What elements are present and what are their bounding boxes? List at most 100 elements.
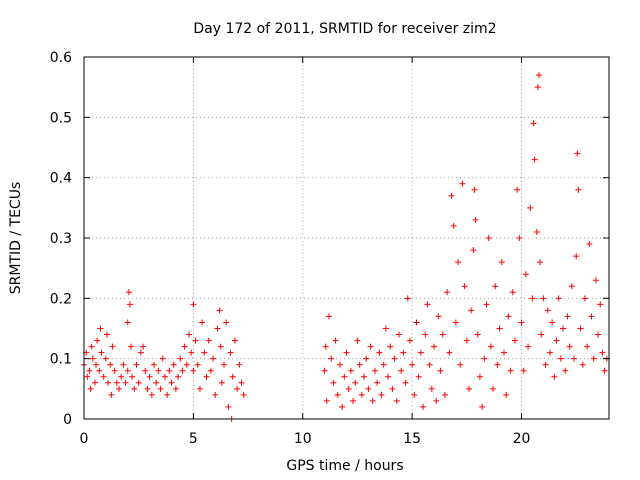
data-point [100,373,107,380]
data-point [190,367,197,374]
data-point [89,355,96,362]
data-point [88,343,95,350]
data-point [457,361,464,368]
data-point [341,373,348,380]
data-point [216,307,223,314]
data-point [133,361,140,368]
data-point [597,301,604,308]
data-point [210,355,217,362]
y-tick-label: 0.4 [50,171,72,187]
data-point [450,222,457,229]
data-point [566,343,573,350]
data-point [97,325,104,332]
data-point [363,355,370,362]
data-point [190,301,197,308]
data-point [471,186,478,193]
data-point [534,84,541,91]
data-point [536,72,542,79]
data-point [579,361,586,368]
grid [84,57,609,419]
data-point [103,331,110,338]
data-point [398,367,405,374]
data-point [485,235,492,241]
data-point [389,385,396,392]
data-point [350,397,357,404]
data-point [444,289,451,296]
data-point [345,385,352,392]
x-tick-labels: 0 5 10 15 20 [80,431,531,447]
data-point [520,367,527,374]
data-point [108,391,115,398]
data-point [140,343,147,350]
data-point [476,373,483,380]
data-point [595,331,602,338]
y-tick-labels: 0 0.1 0.2 0.3 0.4 0.5 0.6 [50,50,72,428]
data-point [98,349,105,356]
data-point [240,391,247,398]
data-point [538,331,545,338]
data-point [439,331,446,338]
data-point [126,301,133,308]
data-point [347,367,354,374]
data-point [417,349,424,356]
data-point [118,373,125,380]
data-points [81,72,610,422]
data-point [511,337,518,344]
data-point [380,361,387,368]
data-point [501,349,507,356]
data-point [461,283,468,290]
x-tick-label: 15 [403,431,421,447]
data-point [466,385,472,392]
data-point [374,379,381,386]
data-point [223,319,230,326]
data-point [492,283,499,290]
data-point [387,343,394,350]
data-point [196,385,203,392]
data-point [122,379,129,386]
data-point [551,373,558,380]
data-point [111,367,118,374]
data-point [159,355,166,362]
data-point [420,403,427,410]
data-point [109,343,116,350]
data-point [522,271,529,278]
data-point [207,367,214,374]
data-point [361,373,367,380]
y-tick-label: 0.3 [50,231,72,247]
data-point [463,337,470,344]
data-point [234,385,241,392]
data-point [212,391,219,398]
data-point [201,349,208,356]
data-point [217,343,224,350]
data-point [137,349,144,356]
data-point [225,403,232,410]
data-point [203,373,210,380]
data-point [371,367,378,374]
data-point [509,289,516,296]
data-point [343,349,350,356]
data-point [229,373,236,380]
data-point [426,361,433,368]
data-point [367,343,374,350]
data-point [93,361,100,368]
y-tick-label: 0.6 [50,50,72,66]
data-point [205,337,212,344]
data-point [105,379,112,386]
data-point [175,373,182,380]
data-point [131,385,138,392]
data-point [592,277,599,284]
data-point [161,373,168,380]
data-point [544,307,551,314]
data-point [527,204,534,211]
data-point [181,343,188,350]
data-point [404,295,411,302]
data-point [91,379,98,386]
data-point [336,361,343,368]
data-point [490,385,497,392]
data-point [553,337,560,344]
data-point [124,319,131,326]
data-point [537,259,544,266]
data-point [177,355,184,362]
data-point [455,259,462,266]
data-point [599,349,606,356]
